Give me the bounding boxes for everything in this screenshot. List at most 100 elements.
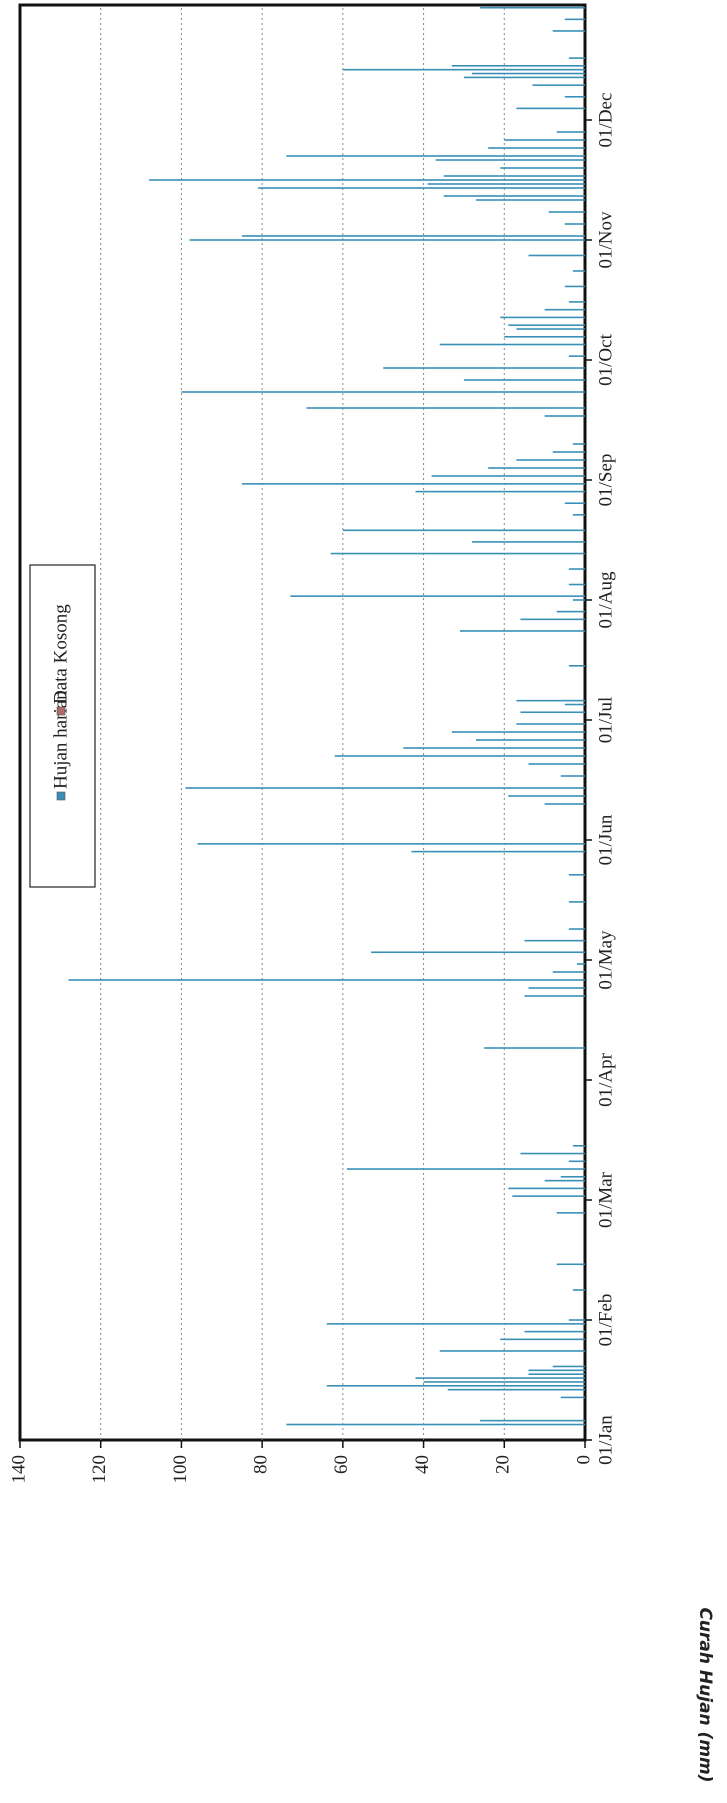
bar: [532, 84, 585, 86]
y-tick-label: 140: [8, 1455, 29, 1484]
bar: [544, 1179, 586, 1182]
bar: [451, 65, 586, 67]
bar: [346, 1168, 585, 1170]
bar: [189, 239, 585, 241]
bar: [508, 324, 586, 326]
bar: [568, 57, 585, 59]
bar: [439, 343, 586, 346]
bar: [572, 514, 586, 516]
bar: [560, 775, 585, 777]
y-tick-label: 100: [170, 1455, 191, 1484]
bar: [342, 68, 585, 71]
bar: [383, 367, 586, 369]
bar: [451, 731, 586, 733]
bar: [572, 1289, 586, 1291]
bar: [568, 665, 585, 667]
x-tick-label: 01/Apr: [595, 1052, 616, 1107]
bar: [568, 901, 585, 903]
x-tick-label: 01/Mar: [595, 1171, 616, 1228]
bar: [516, 459, 586, 461]
bar: [290, 595, 585, 597]
bar: [68, 979, 585, 981]
bar: [326, 1385, 585, 1387]
bar: [520, 1152, 586, 1155]
bar: [472, 541, 585, 543]
x-tick-label: 01/Dec: [595, 93, 616, 148]
bar: [508, 1187, 586, 1190]
bar: [572, 443, 586, 445]
bar: [286, 155, 585, 157]
x-tick-label: 01/Jul: [595, 697, 616, 743]
bar: [568, 301, 585, 303]
bar: [334, 755, 585, 757]
bar: [480, 1419, 586, 1422]
bar: [431, 475, 585, 477]
bar: [342, 529, 585, 532]
bar: [528, 1373, 585, 1375]
bar: [197, 843, 585, 845]
bar: [544, 803, 586, 805]
legend-marker: [56, 791, 66, 801]
y-tick-label: 40: [412, 1455, 433, 1474]
bar: [524, 939, 586, 942]
bar: [459, 630, 585, 632]
bar: [564, 95, 585, 98]
bar: [568, 568, 585, 570]
bar: [326, 1323, 585, 1325]
bar: [411, 850, 586, 853]
bar: [556, 1212, 585, 1214]
bar: [560, 1396, 585, 1399]
bar: [435, 159, 585, 161]
bar: [476, 739, 585, 741]
y-tick-label: 0: [573, 1455, 594, 1465]
bar: [572, 1145, 586, 1147]
bar: [516, 723, 586, 725]
bar: [572, 270, 586, 272]
y-tick-label: 80: [251, 1455, 272, 1474]
bar: [443, 195, 585, 197]
bar: [556, 1263, 585, 1266]
bar: [427, 183, 585, 185]
bar: [564, 285, 585, 288]
bar: [568, 1160, 585, 1163]
bar: [439, 1350, 586, 1352]
bar: [480, 6, 586, 9]
rotated-chart: Curah Hujan (mm) 0 20 40 60 80 100 120 140 01/Ja…: [8, 3, 715, 1783]
bar: [572, 599, 586, 601]
bar: [241, 483, 585, 485]
x-tick-label: 01/Nov: [595, 211, 616, 269]
bar: [403, 747, 585, 749]
bar: [516, 699, 586, 702]
y-axis-title: Curah Hujan (mm): [695, 1607, 715, 1782]
bar: [552, 451, 586, 453]
bar: [516, 107, 586, 110]
bar: [568, 928, 585, 930]
bar: [552, 971, 586, 973]
bar: [548, 211, 586, 213]
bar: [181, 391, 586, 393]
bar: [504, 139, 585, 141]
bar: [286, 1423, 585, 1426]
legend-box: [29, 564, 96, 888]
bar: [500, 1338, 585, 1341]
bar: [463, 379, 585, 381]
bar: [524, 1330, 586, 1333]
y-tick-label: 20: [493, 1455, 514, 1474]
x-tick-label: 01/Oct: [595, 333, 616, 385]
bar: [423, 1381, 586, 1383]
legend-marker: [56, 706, 66, 716]
bar: [528, 987, 585, 989]
bar: [463, 76, 585, 79]
bar: [528, 254, 585, 257]
bar: [508, 795, 586, 797]
bar: [371, 951, 585, 954]
y-tick-label: 120: [89, 1455, 110, 1484]
bar: [552, 30, 586, 32]
bar: [520, 618, 586, 621]
bar: [258, 187, 585, 189]
bar: [185, 787, 585, 789]
bar: [568, 355, 585, 357]
bar: [528, 763, 585, 765]
x-tick-label: 01/May: [595, 930, 616, 990]
